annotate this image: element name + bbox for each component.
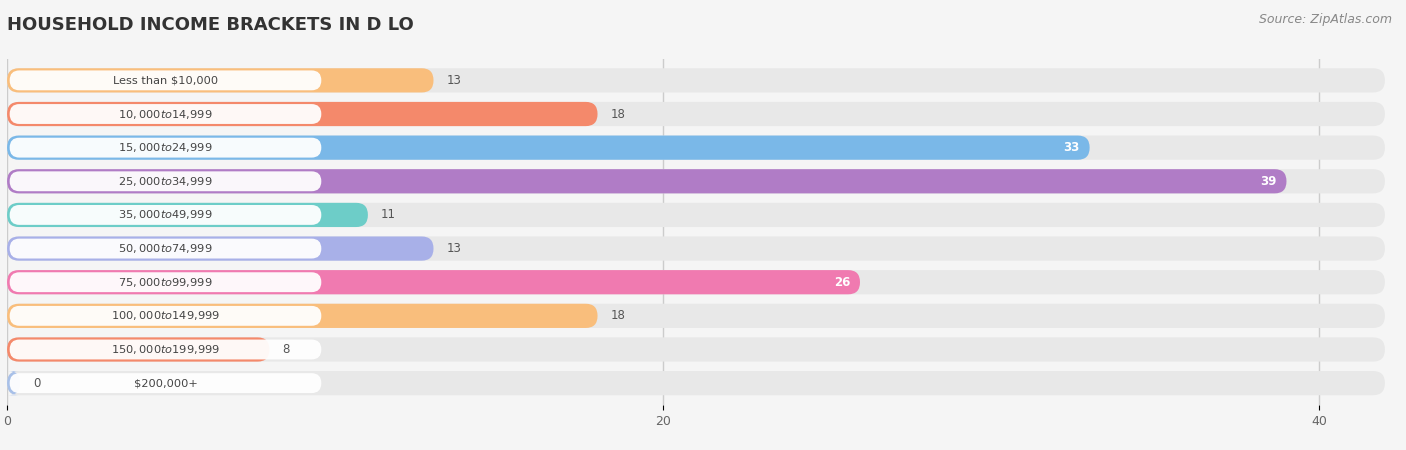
FancyBboxPatch shape — [7, 304, 1385, 328]
Text: Source: ZipAtlas.com: Source: ZipAtlas.com — [1258, 14, 1392, 27]
Text: $100,000 to $149,999: $100,000 to $149,999 — [111, 309, 219, 322]
FancyBboxPatch shape — [10, 71, 322, 90]
FancyBboxPatch shape — [10, 340, 322, 360]
FancyBboxPatch shape — [7, 304, 598, 328]
FancyBboxPatch shape — [10, 138, 322, 157]
Text: HOUSEHOLD INCOME BRACKETS IN D LO: HOUSEHOLD INCOME BRACKETS IN D LO — [7, 16, 413, 34]
Text: $10,000 to $14,999: $10,000 to $14,999 — [118, 108, 212, 121]
Text: $150,000 to $199,999: $150,000 to $199,999 — [111, 343, 219, 356]
Text: $25,000 to $34,999: $25,000 to $34,999 — [118, 175, 212, 188]
FancyBboxPatch shape — [7, 169, 1286, 194]
FancyBboxPatch shape — [7, 371, 1385, 395]
Text: $200,000+: $200,000+ — [134, 378, 197, 388]
Text: 0: 0 — [34, 377, 41, 390]
Text: 33: 33 — [1063, 141, 1080, 154]
FancyBboxPatch shape — [7, 338, 1385, 362]
FancyBboxPatch shape — [10, 306, 322, 326]
FancyBboxPatch shape — [10, 373, 322, 393]
Text: 18: 18 — [610, 108, 626, 121]
Text: $75,000 to $99,999: $75,000 to $99,999 — [118, 276, 212, 289]
FancyBboxPatch shape — [10, 272, 322, 292]
Text: 26: 26 — [834, 276, 851, 289]
Text: $50,000 to $74,999: $50,000 to $74,999 — [118, 242, 212, 255]
FancyBboxPatch shape — [7, 236, 433, 261]
Text: $15,000 to $24,999: $15,000 to $24,999 — [118, 141, 212, 154]
FancyBboxPatch shape — [10, 171, 322, 191]
FancyBboxPatch shape — [7, 68, 1385, 93]
FancyBboxPatch shape — [7, 270, 1385, 294]
FancyBboxPatch shape — [7, 135, 1090, 160]
FancyBboxPatch shape — [7, 203, 1385, 227]
Text: 13: 13 — [447, 74, 461, 87]
FancyBboxPatch shape — [7, 102, 598, 126]
FancyBboxPatch shape — [7, 371, 20, 395]
FancyBboxPatch shape — [10, 238, 322, 258]
FancyBboxPatch shape — [10, 205, 322, 225]
FancyBboxPatch shape — [7, 236, 1385, 261]
FancyBboxPatch shape — [7, 270, 860, 294]
FancyBboxPatch shape — [7, 338, 270, 362]
Text: 18: 18 — [610, 309, 626, 322]
Text: 8: 8 — [283, 343, 290, 356]
Text: $35,000 to $49,999: $35,000 to $49,999 — [118, 208, 212, 221]
FancyBboxPatch shape — [7, 203, 368, 227]
FancyBboxPatch shape — [7, 68, 433, 93]
FancyBboxPatch shape — [7, 102, 1385, 126]
Text: 11: 11 — [381, 208, 396, 221]
Text: 39: 39 — [1260, 175, 1277, 188]
Text: 13: 13 — [447, 242, 461, 255]
Text: Less than $10,000: Less than $10,000 — [112, 75, 218, 86]
FancyBboxPatch shape — [10, 104, 322, 124]
FancyBboxPatch shape — [7, 169, 1385, 194]
FancyBboxPatch shape — [7, 135, 1385, 160]
